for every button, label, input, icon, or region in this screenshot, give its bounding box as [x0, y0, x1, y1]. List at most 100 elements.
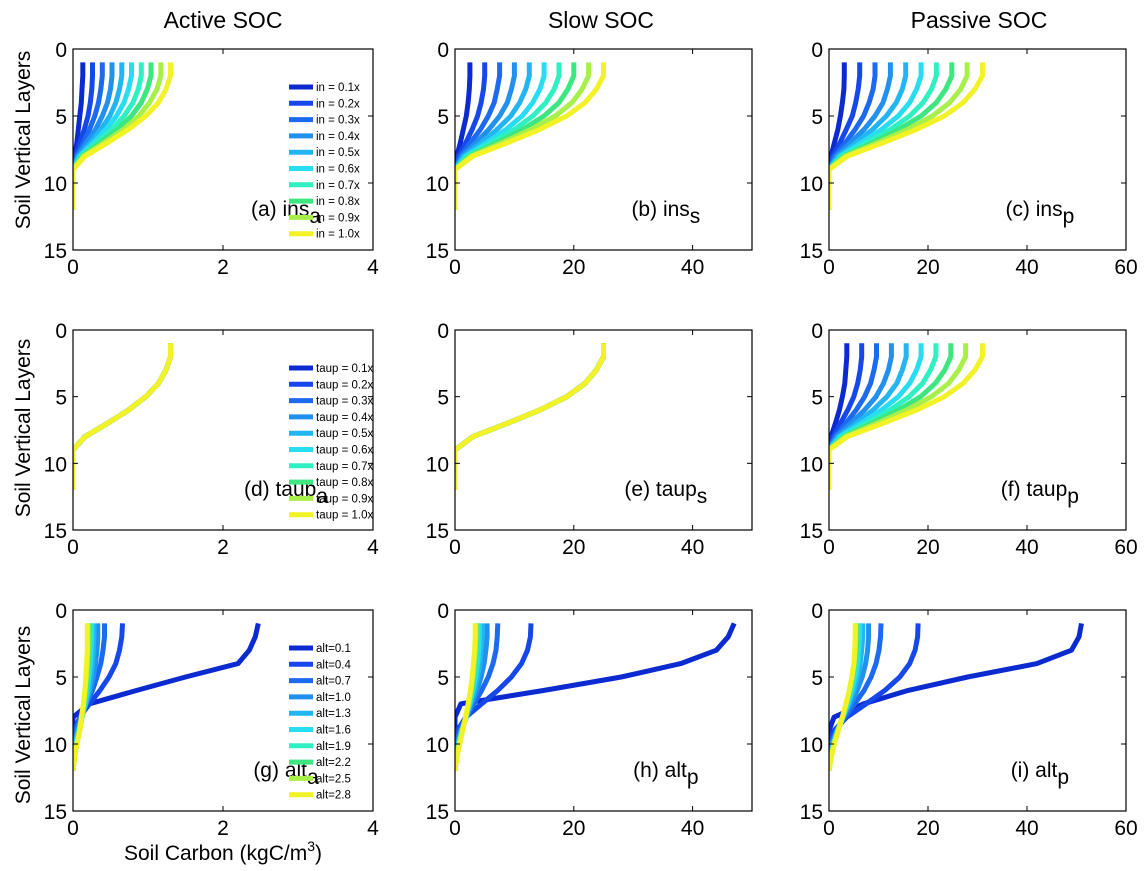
legend-label-a-6: in = 0.6x	[316, 164, 360, 176]
x-tick-label-a-1: 2	[217, 256, 229, 279]
y-tick-label-b-2: 10	[426, 173, 449, 196]
x-tick-label-b-1: 20	[562, 256, 585, 279]
column-title-slow: Slow SOC	[548, 7, 654, 33]
legend-label-a-3: in = 0.3x	[316, 115, 360, 127]
series-line-f-4	[829, 343, 894, 490]
y-tick-label-c-1: 5	[811, 106, 823, 129]
legend-label-a-10: in = 1.0x	[316, 229, 360, 241]
x-tick-label-b-2: 40	[681, 256, 704, 279]
series-line-f-3	[829, 343, 879, 490]
annotation-subscript-h: p	[687, 766, 699, 789]
series-line-i-1	[829, 622, 1084, 771]
x-tick-label-a-2: 4	[367, 256, 379, 279]
panel-b: 0 20 40 0 5 10 15 (b) inss	[426, 39, 753, 279]
series-line-c-6	[829, 62, 924, 210]
x-tick-label-g-2: 4	[367, 817, 379, 840]
annotation-text-h: (h) alt	[633, 759, 687, 782]
annotation-subscript-a: a	[309, 205, 321, 228]
y-tick-label-h-3: 15	[426, 801, 449, 824]
series-line-e-10	[455, 343, 606, 490]
series-line-b-6	[455, 62, 547, 210]
series-line-b-9	[455, 62, 592, 210]
series-line-b-1	[455, 62, 473, 210]
series-line-f-9	[829, 343, 969, 490]
legend-label-d-3: taup = 0.3x	[316, 396, 373, 408]
y-tick-label-a-0: 0	[55, 39, 67, 62]
x-tick-label-b-0: 0	[449, 256, 461, 279]
series-line-b-2	[455, 62, 488, 210]
annotation-subscript-b: s	[690, 205, 701, 228]
annotation-subscript-f: p	[1067, 485, 1079, 508]
y-tick-label-i-3: 15	[800, 801, 823, 824]
legend-label-d-9: taup = 0.9x	[316, 493, 373, 505]
panel-f-series	[829, 343, 985, 490]
x-tick-label-c-0: 0	[823, 256, 835, 279]
y-tick-label-d-3: 15	[44, 520, 67, 543]
legend-label-a-5: in = 0.5x	[316, 147, 360, 159]
panel-e-series	[455, 343, 606, 490]
axes-box-c	[828, 48, 1127, 251]
series-line-i-10	[829, 623, 858, 772]
axes-box-i	[828, 609, 1127, 812]
y-tick-label-c-3: 15	[800, 240, 823, 263]
series-line-c-5	[829, 62, 909, 210]
y-tick-label-i-2: 10	[800, 734, 823, 757]
x-tick-label-f-0: 0	[823, 536, 835, 559]
series-line-a-8	[73, 62, 154, 210]
series-line-c-7	[829, 62, 939, 210]
x-tick-label-a-0: 0	[67, 256, 79, 279]
legend-label-a-9: in = 0.9x	[316, 212, 360, 224]
y-tick-label-h-2: 10	[426, 734, 449, 757]
x-tick-label-h-1: 20	[562, 817, 585, 840]
x-tick-label-f-1: 20	[916, 536, 939, 559]
y-tick-label-d-1: 5	[55, 387, 67, 410]
legend-label-g-3: alt=0.7	[316, 676, 351, 688]
y-tick-label-g-3: 15	[44, 801, 67, 824]
panel-annotation-h: (h) altp	[633, 759, 698, 789]
legend-label-d-10: taup = 1.0x	[316, 510, 373, 522]
legend-label-a-4: in = 0.4x	[316, 131, 360, 143]
y-tick-label-i-0: 0	[811, 600, 823, 623]
panel-c: 0 20 40 60 0 5 10 15 (c) insp	[800, 39, 1138, 279]
x-tick-label-c-2: 40	[1015, 256, 1038, 279]
column-title-active: Active SOC	[164, 7, 283, 33]
axes-box-b	[454, 48, 753, 251]
xlabel: Soil Carbon (kgC/m3)	[124, 838, 322, 865]
panel-annotation-f: (f) taupp	[1001, 478, 1079, 508]
series-line-f-5	[829, 343, 909, 490]
annotation-subscript-c: p	[1063, 205, 1075, 228]
series-line-g-10	[73, 623, 90, 772]
panel-annotation-e: (e) taups	[624, 478, 707, 508]
series-line-g-2	[73, 623, 125, 771]
legend-label-a-2: in = 0.2x	[316, 98, 360, 110]
x-tick-label-i-2: 40	[1015, 817, 1038, 840]
legend-label-d-6: taup = 0.6x	[316, 445, 373, 457]
y-tick-label-d-0: 0	[55, 320, 67, 343]
y-tick-label-f-2: 10	[800, 453, 823, 476]
legend-label-g-5: alt=1.3	[316, 708, 351, 720]
y-tick-label-a-1: 5	[55, 106, 67, 129]
y-tick-label-c-2: 10	[800, 173, 823, 196]
legend-g: alt=0.1 alt=0.4 alt=0.7 alt=1.0 alt=1.3 alt=1…	[289, 643, 351, 802]
series-line-c-10	[829, 62, 985, 210]
series-line-c-3	[829, 62, 878, 210]
series-line-a-6	[73, 62, 134, 210]
ylabel-row-2: Soil Vertical Layers	[12, 339, 35, 518]
series-line-c-1	[829, 62, 847, 210]
y-tick-label-g-2: 10	[44, 734, 67, 757]
series-line-g-1	[73, 622, 261, 771]
legend-label-a-7: in = 0.7x	[316, 180, 360, 192]
legend-label-g-9: alt=2.5	[316, 773, 351, 785]
legend-label-d-2: taup = 0.2x	[316, 379, 373, 391]
series-line-h-1	[455, 622, 737, 771]
series-line-f-2	[829, 343, 865, 490]
x-tick-label-c-3: 60	[1114, 256, 1137, 279]
series-line-b-4	[455, 62, 517, 210]
panel-annotation-c: (c) insp	[1005, 198, 1074, 228]
x-tick-label-i-0: 0	[823, 817, 835, 840]
y-tick-label-b-0: 0	[437, 39, 449, 62]
panel-g-series	[73, 622, 261, 772]
